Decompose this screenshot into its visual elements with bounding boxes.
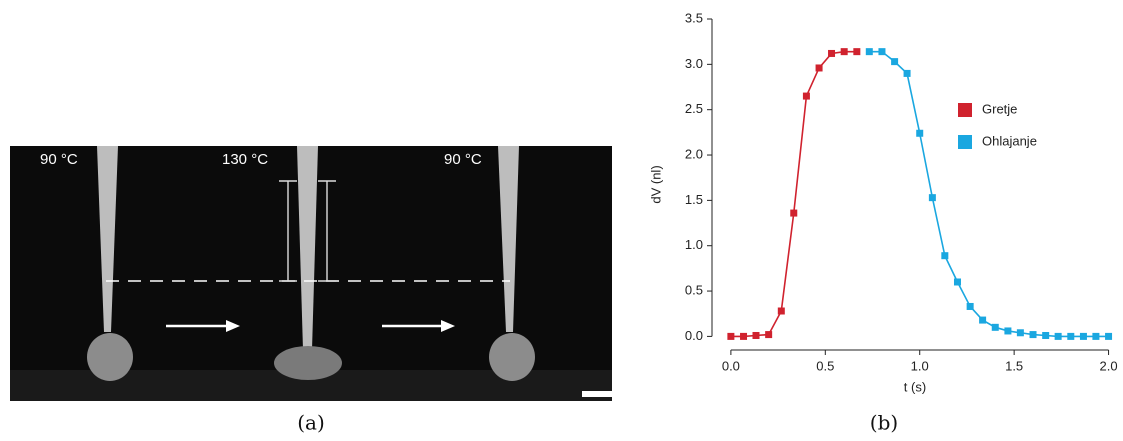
legend-swatch — [958, 103, 972, 117]
marker — [916, 129, 924, 137]
marker — [953, 278, 961, 286]
y-tick-label: 2.5 — [685, 101, 703, 116]
x-tick-label: 0.5 — [816, 358, 834, 373]
marker — [802, 92, 810, 100]
marker — [1042, 331, 1050, 339]
marker — [1067, 332, 1075, 340]
marker — [979, 316, 987, 324]
legend-label: Gretje — [982, 101, 1017, 116]
y-axis-label: dV (nl) — [648, 165, 663, 203]
marker — [815, 64, 823, 72]
series-line — [869, 50, 1109, 338]
marker — [891, 58, 899, 66]
caption: (a) — [297, 411, 325, 435]
marker — [865, 48, 873, 56]
y-tick-label: 0.0 — [685, 328, 703, 343]
marker — [777, 307, 785, 315]
marker — [1029, 331, 1037, 339]
marker — [1004, 327, 1012, 335]
caption: (b) — [870, 411, 898, 435]
marker — [853, 48, 861, 56]
x-tick-label: 0.0 — [722, 358, 740, 373]
marker — [878, 48, 886, 56]
photo-label: 90 °C — [444, 151, 482, 168]
marker — [840, 48, 848, 56]
marker — [752, 331, 760, 339]
marker — [928, 194, 936, 202]
marker — [1079, 332, 1087, 340]
y-tick-label: 1.5 — [685, 192, 703, 207]
photo-label: 130 °C — [222, 151, 268, 168]
marker — [828, 49, 836, 57]
photo-label: 90 °C — [40, 151, 78, 168]
photo: 90 °C 130 °C 90 °C — [10, 146, 612, 401]
x-tick-label: 2.0 — [1100, 358, 1118, 373]
x-axis-label: t (s) — [904, 379, 926, 394]
marker — [765, 331, 773, 339]
marker — [903, 69, 911, 77]
y-tick-label: 1.0 — [685, 237, 703, 252]
marker — [1105, 332, 1113, 340]
x-tick-label: 1.0 — [911, 358, 929, 373]
marker — [740, 332, 748, 340]
marker — [790, 209, 798, 217]
marker — [1054, 332, 1062, 340]
marker — [991, 323, 999, 331]
marker — [966, 302, 974, 310]
y-tick-label: 3.5 — [685, 10, 703, 25]
legend-swatch — [958, 135, 972, 149]
x-tick-label: 1.5 — [1005, 358, 1023, 373]
marker — [1016, 329, 1024, 337]
y-tick-label: 3.0 — [685, 56, 703, 71]
marker — [941, 252, 949, 260]
legend-label: Ohlajanje — [982, 133, 1037, 148]
marker — [727, 332, 735, 340]
marker — [1092, 332, 1100, 340]
y-tick-label: 0.5 — [685, 282, 703, 297]
chart: 0.0 0.5 1.0 1.5 2.0 2.5 3.0 3.5 0.0 0.5 1.0 1.5 2.0 t… — [648, 10, 1117, 394]
series-line — [730, 50, 857, 338]
y-tick-label: 2.0 — [685, 146, 703, 161]
